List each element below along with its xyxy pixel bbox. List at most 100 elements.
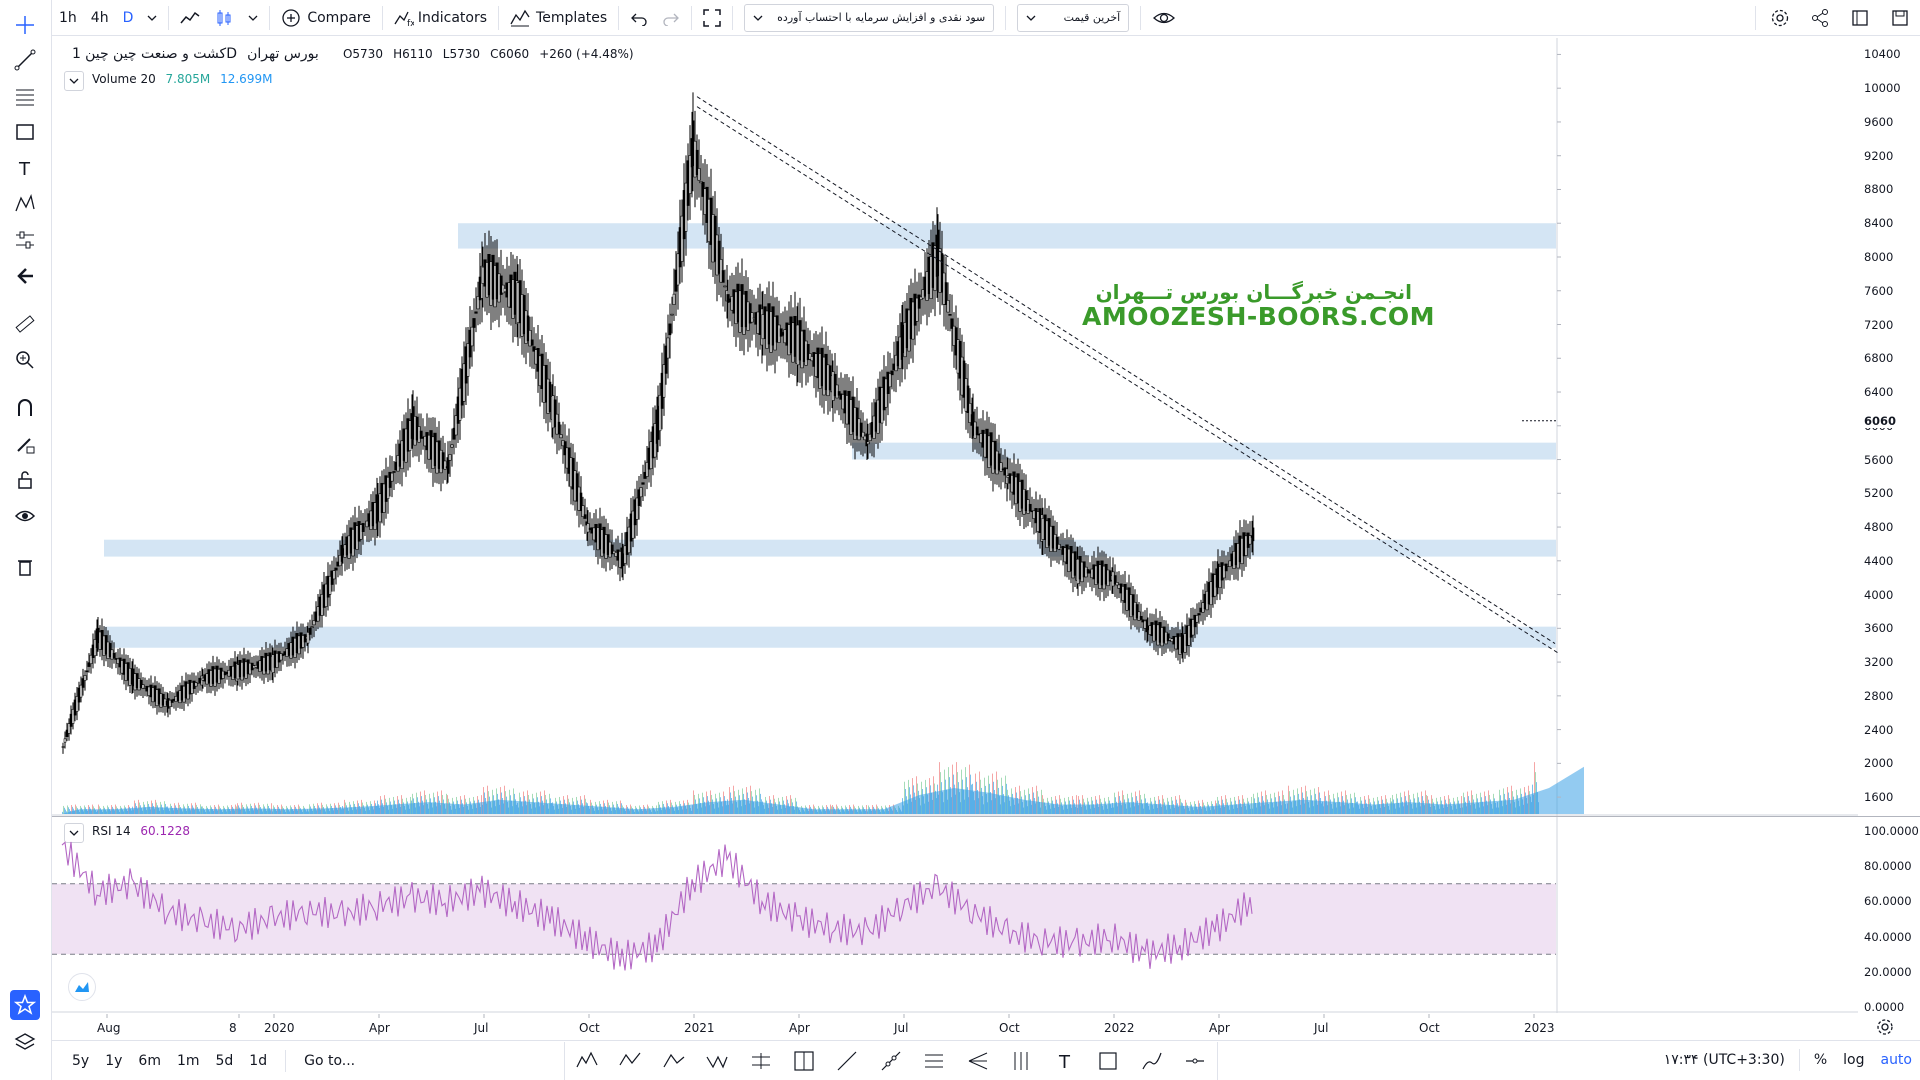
candle-body xyxy=(198,677,202,684)
compare-button[interactable]: Compare xyxy=(274,0,378,36)
share-icon[interactable] xyxy=(1800,0,1840,36)
candle-body xyxy=(201,677,205,681)
ray-icon[interactable] xyxy=(835,1049,859,1073)
range-1m[interactable]: 1m xyxy=(176,1052,200,1069)
crosshair-icon[interactable] xyxy=(10,10,40,40)
fullscreen-icon[interactable] xyxy=(696,0,728,36)
gann-fan-icon[interactable] xyxy=(1009,1049,1033,1073)
candle-chart-type-icon[interactable] xyxy=(207,0,241,36)
lock-icon[interactable] xyxy=(10,465,40,495)
templates-button[interactable]: Templates xyxy=(503,0,614,36)
volume-bar xyxy=(134,800,135,814)
time-axis[interactable]: Aug 8 2020 Apr Jul Oct 2021 Apr Jul Oct 2022 Apr Jul… xyxy=(52,1014,1858,1040)
candle-body xyxy=(1189,618,1193,638)
candle-body xyxy=(1154,620,1158,641)
eye-icon[interactable] xyxy=(10,501,40,531)
text-icon[interactable]: T xyxy=(10,153,40,183)
last-price-label: 6060 xyxy=(1864,413,1897,428)
candle-body xyxy=(124,663,128,681)
layers-icon[interactable] xyxy=(10,1027,40,1057)
price-chart[interactable] xyxy=(52,38,1858,816)
chart-type-chevron-icon[interactable] xyxy=(241,0,265,36)
pane-divider[interactable] xyxy=(52,816,1920,817)
interval-4h[interactable]: 4h xyxy=(90,9,109,26)
candle-body xyxy=(1183,633,1187,653)
back-arrow-icon[interactable] xyxy=(10,261,40,291)
visibility-eye-icon[interactable] xyxy=(1145,0,1183,36)
volume-bar xyxy=(670,799,671,814)
range-6m[interactable]: 6m xyxy=(138,1052,161,1069)
parallel-channel-icon[interactable] xyxy=(922,1049,946,1073)
collapse-legend-chevron-icon[interactable] xyxy=(64,71,84,91)
redo-icon[interactable] xyxy=(655,0,687,36)
collapse-rsi-chevron-icon[interactable] xyxy=(64,823,84,843)
stay-in-drawing-icon[interactable] xyxy=(10,429,40,459)
symbol-name[interactable]: کشت و صنعت چین چین xyxy=(85,46,227,62)
wxy-pattern-icon[interactable] xyxy=(705,1049,729,1073)
volume-bar xyxy=(69,809,70,814)
rectangle-icon[interactable] xyxy=(10,117,40,147)
candle-body xyxy=(1043,514,1047,541)
snapshot-icon[interactable] xyxy=(1840,0,1880,36)
horizontal-line-icon[interactable] xyxy=(1183,1049,1207,1073)
percent-scale-toggle[interactable]: % xyxy=(1813,1052,1828,1068)
indicators-button[interactable]: fx Indicators xyxy=(387,0,494,36)
abcd-pattern-icon[interactable] xyxy=(618,1049,642,1073)
price-axis[interactable]: 10400 10000 9600 9200 8800 8400 8000 7600 7200 68… xyxy=(1858,38,1920,816)
candle-body xyxy=(1098,564,1102,589)
undo-icon[interactable] xyxy=(623,0,655,36)
candle-body xyxy=(861,431,865,438)
ruler-icon[interactable] xyxy=(10,309,40,339)
time-tick-label: Apr xyxy=(789,1021,810,1035)
save-layout-icon[interactable] xyxy=(1880,0,1920,36)
candle-body xyxy=(1086,569,1090,574)
settings-gear-icon[interactable] xyxy=(1760,0,1800,36)
candle-body xyxy=(1082,561,1086,578)
price-tick-label: 2800 xyxy=(1864,688,1894,703)
trash-icon[interactable] xyxy=(10,552,40,582)
extended-line-icon[interactable] xyxy=(879,1049,903,1073)
pattern-icon[interactable] xyxy=(10,189,40,219)
candle-body xyxy=(108,643,112,658)
magnet-icon[interactable] xyxy=(10,393,40,423)
clock-timezone[interactable]: ۱۷:۳۴ (UTC+3:30) xyxy=(1663,1052,1785,1068)
range-5d[interactable]: 5d xyxy=(215,1052,234,1069)
volume-bar xyxy=(1305,785,1306,814)
favorites-star-icon[interactable] xyxy=(10,990,40,1020)
auto-scale-toggle[interactable]: auto xyxy=(1880,1052,1912,1068)
interval-1h[interactable]: 1h xyxy=(59,9,77,26)
interval-dropdown-chevron-icon[interactable] xyxy=(140,0,164,36)
rsi-chart[interactable] xyxy=(52,817,1858,1013)
volume-bar xyxy=(904,781,905,814)
divider xyxy=(381,5,383,30)
range-1d[interactable]: 1d xyxy=(249,1052,268,1069)
strategy-select[interactable]: سود نقدی و افزایش سرمایه با احتساب آورده xyxy=(737,0,1001,36)
trendline-icon[interactable] xyxy=(10,45,40,75)
candle-body xyxy=(184,681,188,699)
chart-settings-gear-icon[interactable] xyxy=(1876,1018,1894,1040)
brush-icon[interactable] xyxy=(1140,1049,1164,1073)
prediction-icon[interactable] xyxy=(10,225,40,255)
line-chart-type-icon[interactable] xyxy=(173,0,207,36)
pitchfork-icon[interactable] xyxy=(966,1049,990,1073)
price-source-select[interactable]: آخرین قیمت xyxy=(1010,0,1136,36)
fib-retracement-icon[interactable] xyxy=(10,81,40,111)
text-tool-icon[interactable]: T xyxy=(1053,1049,1077,1073)
strategy-select-value: سود نقدی و افزایش سرمایه با احتساب آورده xyxy=(777,11,986,24)
candle-body xyxy=(1240,537,1244,565)
log-scale-toggle[interactable]: log xyxy=(1843,1052,1865,1068)
price-range-icon[interactable] xyxy=(792,1049,816,1073)
goto-button[interactable]: Go to... xyxy=(304,1052,356,1069)
interval-d[interactable]: D xyxy=(122,9,134,26)
elliott-wave-icon[interactable] xyxy=(575,1049,599,1073)
range-5y[interactable]: 5y xyxy=(72,1052,90,1069)
rectangle-tool-icon[interactable] xyxy=(1096,1049,1120,1073)
abc-pattern-icon[interactable] xyxy=(662,1049,686,1073)
range-1y[interactable]: 1y xyxy=(105,1052,123,1069)
candle-body xyxy=(1181,635,1185,653)
long-position-icon[interactable] xyxy=(749,1049,773,1073)
rsi-axis[interactable]: 100.0000 80.0000 60.0000 40.0000 20.0000 0.00… xyxy=(1858,817,1920,1014)
tradingview-logo-icon[interactable] xyxy=(68,973,96,1001)
zoom-in-icon[interactable] xyxy=(10,345,40,375)
candle-body xyxy=(71,708,75,724)
